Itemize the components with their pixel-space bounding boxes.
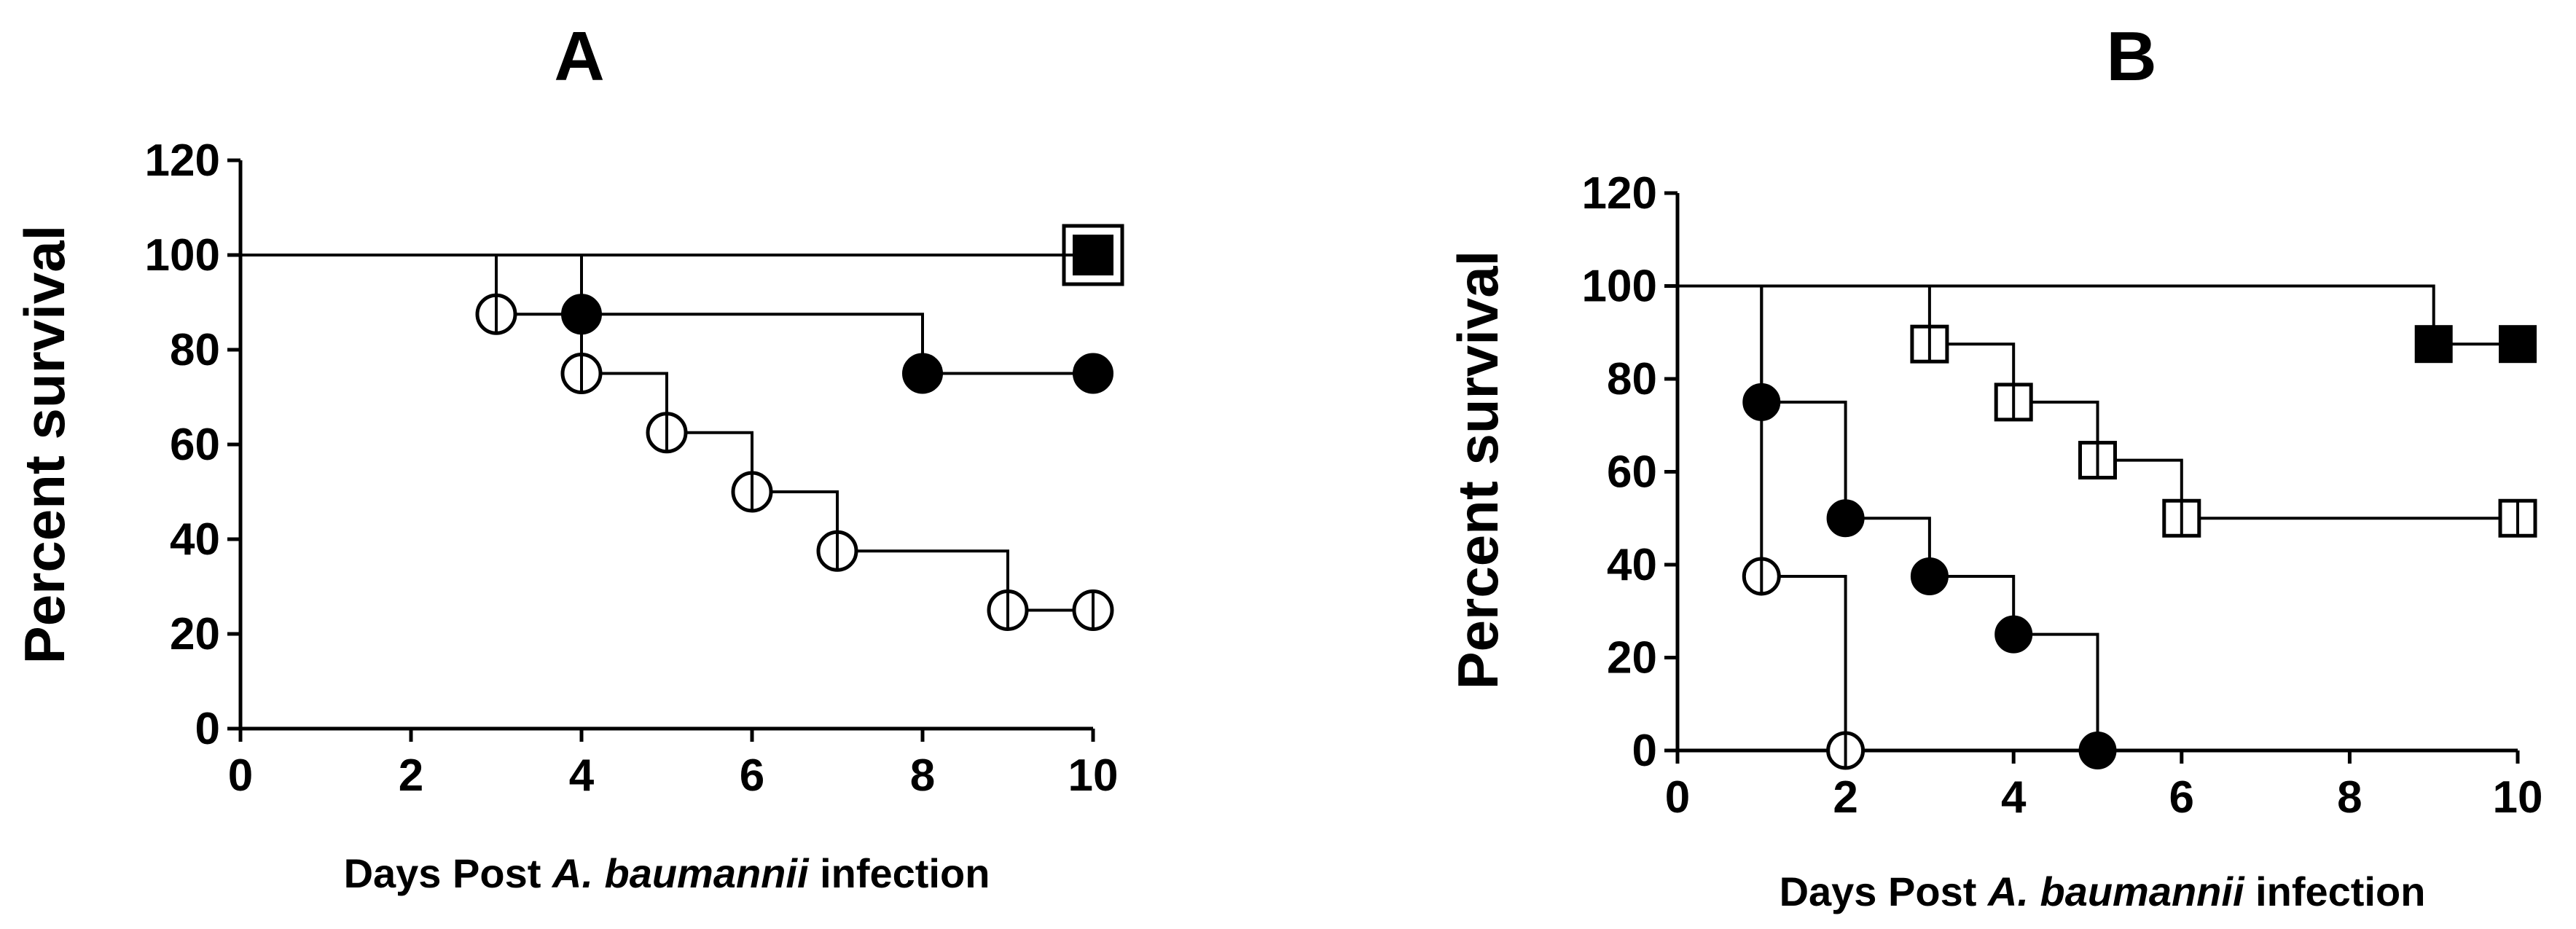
marker-filled-square <box>2499 325 2537 364</box>
survival-curve-filled-circle <box>240 254 1093 375</box>
marker-filled-circle <box>561 294 602 335</box>
x-tick-label: 10 <box>1068 750 1119 801</box>
x-axis-label: Days Post A. baumannii infection <box>344 850 990 896</box>
marker-filled-square <box>2414 325 2453 364</box>
panel-b: B 0 20 40 60 80 100 120 0 2 4 6 8 10 Percent survival D… <box>1446 17 2542 914</box>
y-tick-label: 0 <box>195 704 220 754</box>
x-tick-label: 6 <box>2169 772 2194 823</box>
y-tick-label: 0 <box>1632 726 1657 776</box>
panel-title: A <box>554 17 604 95</box>
marker-filled-circle <box>1994 615 2033 654</box>
y-tick-label: 60 <box>1607 447 1657 498</box>
x-tick-label: 2 <box>399 750 423 801</box>
x-tick-label: 0 <box>1665 772 1690 823</box>
y-tick-label: 20 <box>170 609 220 659</box>
x-axis-label: Days Post A. baumannii infection <box>1780 869 2426 914</box>
marker-filled-circle <box>2078 732 2117 769</box>
y-tick-label: 120 <box>145 136 220 186</box>
x-tick-label: 4 <box>569 750 595 801</box>
x-tick-label: 8 <box>2337 772 2362 823</box>
marker-open-square <box>1062 224 1124 286</box>
panel-title: B <box>2106 17 2156 95</box>
y-tick-label: 120 <box>1582 168 1657 219</box>
x-tick-label: 10 <box>2493 772 2543 823</box>
marker-filled-square <box>1073 235 1113 275</box>
y-tick-label: 20 <box>1607 633 1657 683</box>
marker-filled-circle <box>1742 383 1781 421</box>
survival-curve-open-circle <box>1677 284 1847 750</box>
survival-curve-open-square <box>1677 284 2518 520</box>
x-tick-label: 2 <box>1833 772 1857 823</box>
y-axis-label: Percent survival <box>1446 251 1510 690</box>
x-tick-label: 6 <box>740 750 764 801</box>
survival-curve-filled-circle <box>1677 284 2099 750</box>
marker-filled-circle <box>1910 557 1949 595</box>
y-tick-label: 80 <box>1607 354 1657 404</box>
y-axis-label: Percent survival <box>12 225 77 665</box>
x-tick-label: 8 <box>910 750 935 801</box>
x-tick-label: 4 <box>2001 772 2027 823</box>
marker-filled-circle <box>902 353 943 394</box>
x-tick-label: 0 <box>228 750 253 801</box>
survival-curve-filled-square <box>1677 284 2518 346</box>
marker-filled-circle <box>1073 353 1113 394</box>
y-tick-label: 40 <box>170 514 220 565</box>
marker-filled-circle <box>1826 499 1865 538</box>
y-tick-label: 60 <box>170 420 220 470</box>
y-tick-label: 100 <box>145 230 220 281</box>
y-tick-label: 80 <box>170 325 220 375</box>
y-tick-label: 40 <box>1607 540 1657 590</box>
panel-a: A 0 20 40 60 80 100 120 0 2 4 6 8 10 Percent survival D… <box>12 17 1124 896</box>
y-tick-label: 100 <box>1582 262 1657 312</box>
